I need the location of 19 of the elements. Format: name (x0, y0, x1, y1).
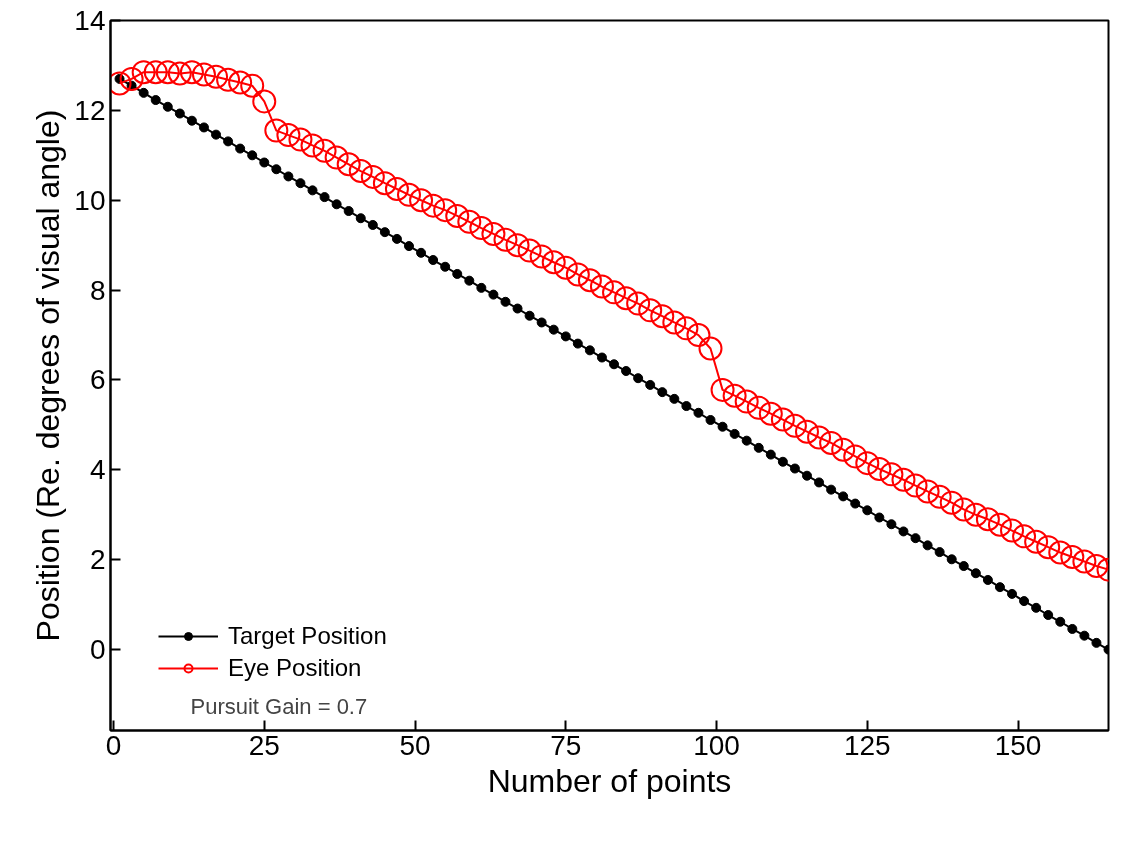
y-tick-label: 4 (89, 454, 106, 486)
x-tick-label: 150 (994, 729, 1042, 761)
x-tick-label: 25 (248, 729, 280, 761)
y-tick-label: 14 (74, 5, 106, 36)
y-tick-label: 6 (89, 364, 106, 396)
y-axis-title: Position (Re. degrees of visual angle) (30, 109, 67, 642)
legend-label: Eye Position (228, 654, 362, 682)
annotation: Pursuit Gain = 0.7 (190, 693, 368, 719)
legend-label: Target Position (228, 622, 387, 650)
y-tick-label: 0 (89, 634, 106, 666)
x-tick-label: 125 (843, 729, 891, 761)
x-tick-label: 75 (550, 729, 582, 761)
y-tick-label: 10 (74, 184, 106, 216)
y-tick-label: 8 (89, 274, 106, 306)
y-tick-label: 12 (74, 94, 106, 126)
x-tick-label: 50 (399, 729, 431, 761)
x-tick-label: 100 (693, 729, 740, 761)
x-axis-title: Number of points (487, 762, 732, 799)
y-tick-label: 2 (89, 544, 106, 576)
